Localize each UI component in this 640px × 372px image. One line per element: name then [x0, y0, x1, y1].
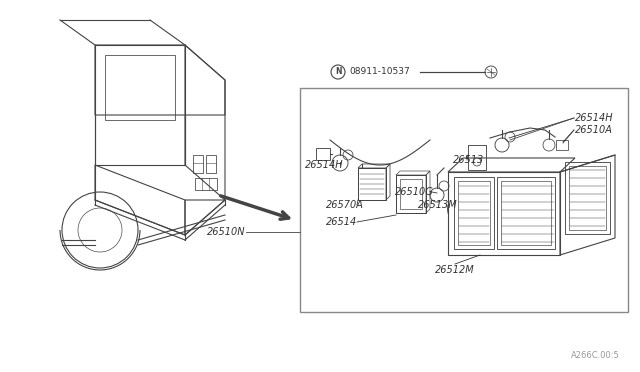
Bar [206, 155, 216, 173]
Text: 26570A: 26570A [326, 200, 364, 210]
Bar [468, 145, 486, 170]
Text: 26510A: 26510A [575, 125, 613, 135]
Bar [300, 88, 628, 312]
Text: 08911-10537: 08911-10537 [349, 67, 410, 77]
Bar [193, 155, 203, 173]
Text: 26510G: 26510G [395, 187, 434, 197]
Bar [458, 181, 490, 245]
Text: 26510N: 26510N [207, 227, 245, 237]
Text: 26514H: 26514H [305, 160, 344, 170]
Bar [358, 168, 386, 200]
Bar [497, 177, 555, 249]
Text: 26512M: 26512M [435, 265, 475, 275]
Bar [400, 179, 422, 209]
Text: 26514H: 26514H [575, 113, 614, 123]
Bar [454, 177, 494, 249]
Bar [195, 178, 217, 190]
Text: 26513M: 26513M [418, 200, 458, 210]
Bar [316, 148, 330, 160]
Bar [501, 181, 551, 245]
Text: 26513: 26513 [453, 155, 484, 165]
Bar [396, 175, 426, 213]
Bar [556, 140, 568, 150]
Text: N: N [335, 67, 341, 77]
Bar [565, 162, 610, 234]
Bar [569, 166, 606, 230]
Text: 26514: 26514 [326, 217, 357, 227]
Text: A266C.00:5: A266C.00:5 [572, 351, 620, 360]
